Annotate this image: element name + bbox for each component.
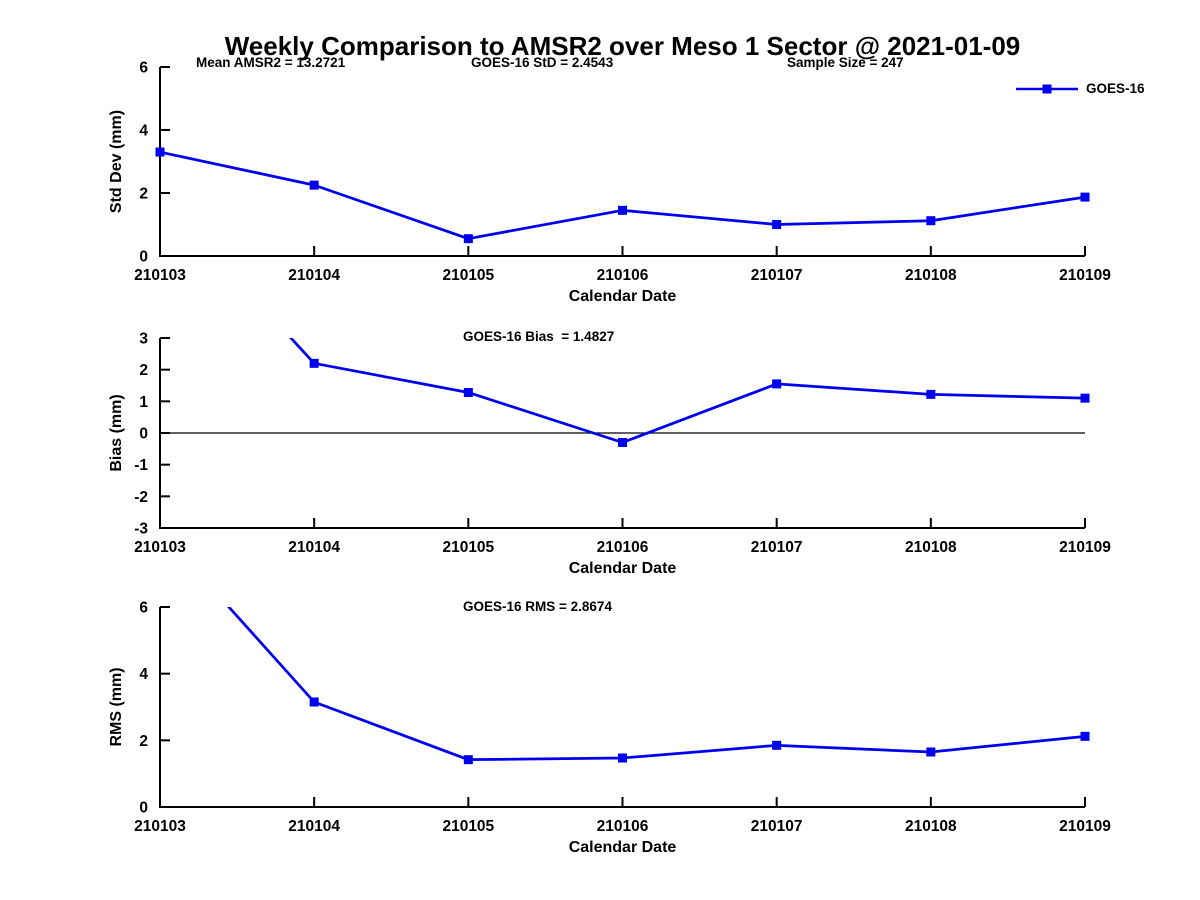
x-tick-label: 210106 [597,818,649,835]
y-tick-label: 0 [139,800,148,817]
data-point [926,389,936,399]
data-point [309,180,319,190]
x-axis-label: Calendar Date [569,560,677,577]
x-tick-label: 210108 [905,818,957,835]
data-point [772,740,782,750]
x-tick-label: 210109 [1059,539,1111,556]
chart-panel-0: 0 2 4 6 210103 210104 210105 210106 210107 210108… [108,60,1111,306]
y-tick-label: -2 [134,489,148,506]
y-tick-label: 4 [139,666,148,683]
x-tick-label: 210104 [288,267,340,284]
x-tick-label: 210103 [134,267,186,284]
y-tick-label: 2 [139,362,148,379]
y-tick-label: 2 [139,733,148,750]
y-tick-label: -1 [134,457,148,474]
data-point [309,358,319,368]
y-axis-label: RMS (mm) [108,667,125,746]
data-point [926,747,936,757]
x-axis-label: Calendar Date [569,288,677,305]
data-point [772,220,782,229]
y-tick-label: 0 [139,249,148,266]
figure-title: Weekly Comparison to AMSR2 over Meso 1 S… [224,31,1021,61]
y-tick-label: 4 [139,123,148,140]
y-axis-label: Std Dev (mm) [108,110,125,213]
data-point [618,753,627,763]
data-point [618,205,627,215]
y-tick-label: 6 [139,600,148,617]
legend: GOES-16 [1015,82,1145,96]
legend-line-marker-icon [1016,84,1078,94]
y-tick-label: 2 [139,186,148,203]
data-point [772,379,782,389]
data-point [463,755,473,765]
data-point [463,234,473,244]
data-point [1080,192,1090,202]
data-line-goes-16 [289,338,1086,444]
x-tick-label: 210109 [1059,267,1111,284]
axis-spines [159,607,1085,808]
annotation-goes16-bias: GOES-16 Bias = 1.4827 [463,329,615,344]
x-tick-label: 210103 [134,539,186,556]
data-point [463,387,473,397]
annotation-goes16-std: GOES-16 StD = 2.4543 [471,55,614,70]
data-point [1080,393,1090,403]
x-tick-label: 210109 [1059,818,1111,835]
x-axis-label: Calendar Date [569,839,677,856]
y-tick-label: 6 [139,60,148,77]
x-tick-label: 210104 [288,539,340,556]
legend-label: GOES-16 [1086,81,1145,96]
x-tick-label: 210106 [597,539,649,556]
annotation-mean-amsr2: Mean AMSR2 = 13.2721 [196,55,346,70]
data-point [309,697,319,707]
data-point [1080,731,1090,741]
x-tick-label: 210106 [597,267,649,284]
annotation-sample-size: Sample Size = 247 [787,55,904,70]
data-point [926,216,936,226]
annotation-goes16-rms: GOES-16 RMS = 2.8674 [463,599,612,614]
x-tick-label: 210108 [905,539,957,556]
data-point [155,147,165,157]
data-point [618,438,627,447]
y-axis-label: Bias (mm) [108,394,125,471]
chart-panel-1: -3 -2 -1 0 1 2 3 210103 210104 210105 210106 210107… [108,331,1111,578]
x-tick-label: 210105 [442,539,494,556]
data-line-goes-16 [159,150,1086,241]
y-tick-label: -3 [134,521,148,538]
x-tick-label: 210108 [905,267,957,284]
chart-panel-2: 0 2 4 6 210103 210104 210105 210106 210107 210108… [108,600,1111,857]
x-tick-label: 210107 [751,818,803,835]
y-tick-label: 1 [139,394,148,411]
y-tick-label: 3 [139,331,148,348]
x-tick-label: 210105 [442,267,494,284]
x-tick-label: 210104 [288,818,340,835]
y-tick-label: 0 [139,426,148,443]
x-tick-label: 210107 [751,267,803,284]
x-tick-label: 210105 [442,818,494,835]
axis-spines [159,67,1085,257]
x-tick-label: 210103 [134,818,186,835]
x-tick-label: 210107 [751,539,803,556]
